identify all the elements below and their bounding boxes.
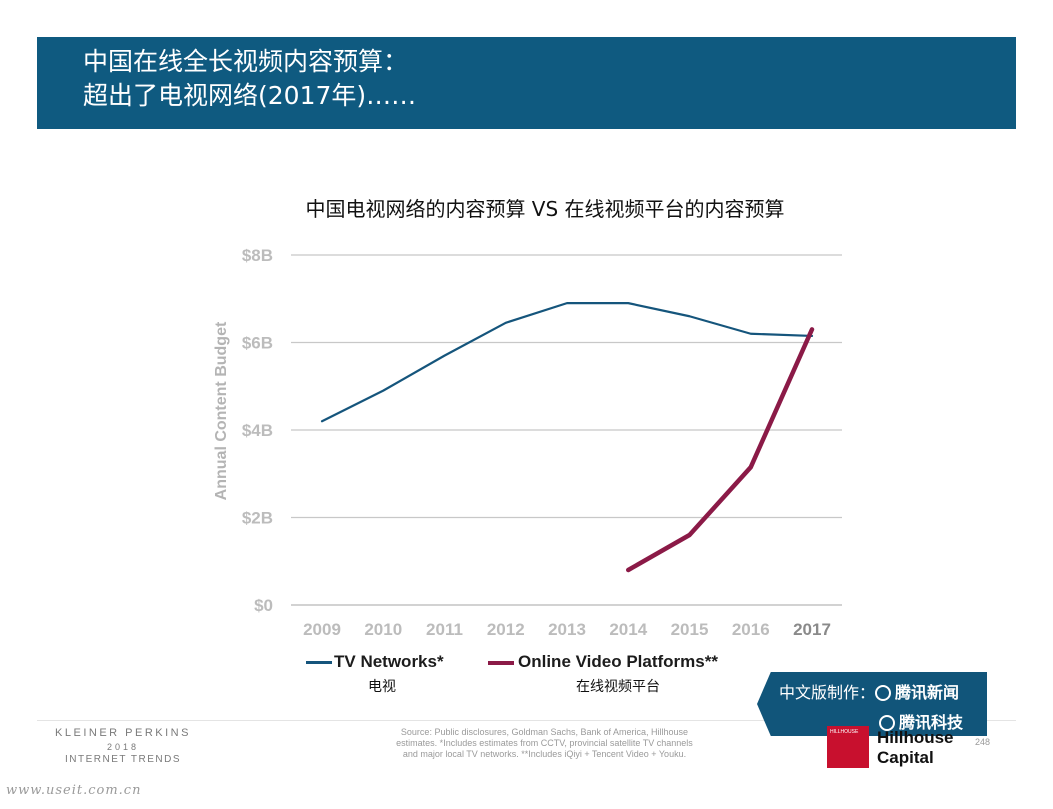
kp-name: KLEINER PERKINS [55, 727, 191, 739]
tencent-logo-icon [875, 685, 892, 701]
page-number: 248 [975, 737, 991, 747]
slide-title-line2: 超出了电视网络(2017年)…… [83, 81, 417, 110]
hillhouse-box-text: HILLHOUSE [830, 729, 859, 735]
header-banner: 中国在线全长视频内容预算： 超出了电视网络(2017年)…… [37, 37, 1016, 129]
source-note: Source: Public disclosures, Goldman Sach… [382, 727, 707, 760]
chart-title: 中国电视网络的内容预算 VS 在线视频平台的内容预算 [305, 197, 785, 221]
slide-title-line1: 中国在线全长视频内容预算： [83, 47, 409, 76]
kp-logo: KLEINER PERKINS 2018 INTERNET TRENDS [48, 727, 198, 765]
source-line2: estimates. *Includes estimates from CCTV… [396, 738, 693, 748]
footer-divider [37, 720, 1016, 721]
x-tick-label: 2012 [487, 620, 525, 639]
badge-line1: 中文版制作： 腾讯新闻 [779, 679, 959, 703]
tencent-logo-icon-2 [879, 715, 895, 731]
source-line3: and major local TV networks. **Includes … [402, 749, 687, 759]
badge-line2: 腾讯科技 [879, 709, 963, 733]
x-tick-label: 2013 [548, 620, 586, 639]
legend-sub-online: 在线视频平台 [576, 679, 660, 695]
legend-swatch-tv [306, 661, 332, 664]
hillhouse-name-1: Hillhouse [877, 728, 954, 747]
y-tick-label: $6B [242, 334, 273, 353]
y-tick-label: $8B [242, 246, 273, 265]
x-tick-label: 2015 [671, 620, 709, 639]
kp-report: INTERNET TRENDS [64, 754, 182, 765]
badge-prefix: 中文版制作： [779, 683, 876, 702]
source-line1: Source: Public disclosures, Goldman Sach… [400, 727, 689, 737]
x-tick-label: 2010 [364, 620, 402, 639]
badge-background [757, 672, 987, 736]
legend-label-tv: TV Networks* [334, 652, 444, 671]
x-tick-label: 2016 [732, 620, 770, 639]
badge-brand2: 腾讯科技 [899, 713, 964, 732]
legend-swatch-online [488, 661, 514, 665]
badge-brand1: 腾讯新闻 [895, 683, 960, 702]
x-tick-label: 2009 [303, 620, 341, 639]
site-watermark: www.useit.com.cn [6, 783, 142, 798]
series-line-1 [626, 327, 815, 573]
hillhouse-logo-box: HILLHOUSE [827, 726, 869, 768]
translation-badge: 中文版制作： 腾讯新闻 腾讯科技 [757, 672, 987, 736]
x-tick-label: 2011 [426, 620, 463, 639]
y-tick-label: $2B [242, 509, 273, 528]
x-tick-label: 2014 [609, 620, 647, 639]
hillhouse-name-2: Capital [877, 748, 934, 767]
x-tick-label: 2017 [793, 620, 831, 639]
y-tick-label: $4B [242, 421, 273, 440]
y-tick-label: $0 [254, 596, 273, 615]
legend-label-online: Online Video Platforms** [518, 652, 718, 671]
kp-year: 2018 [106, 742, 140, 752]
series-line-0 [320, 302, 814, 423]
legend-sub-tv: 电视 [368, 679, 396, 695]
y-axis-label: Annual Content Budget [213, 321, 230, 500]
